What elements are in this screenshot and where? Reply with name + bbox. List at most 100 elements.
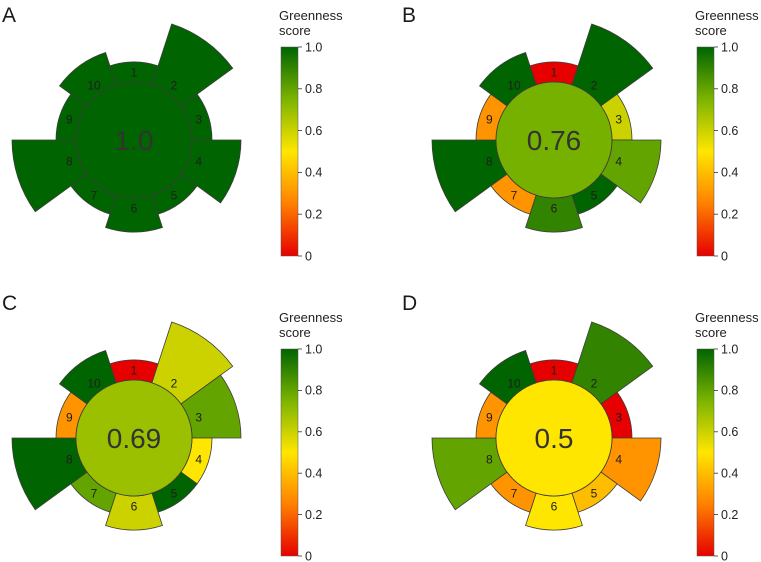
center-disk (75, 81, 193, 199)
colorbar-tick-label: 0 (721, 249, 728, 263)
colorbar-tick-label: 1.0 (305, 40, 322, 54)
petal-label-2: 2 (591, 376, 598, 390)
petal-label-2: 2 (591, 78, 598, 92)
colorbar-tick-label: 0.4 (721, 467, 738, 481)
legend-title-line2: score (695, 23, 727, 38)
petal-label-8: 8 (66, 452, 73, 466)
petal-label-5: 5 (171, 486, 178, 500)
petal-label-8: 8 (486, 154, 493, 168)
petal-label-6: 6 (551, 499, 558, 513)
petal-label-4: 4 (195, 154, 202, 168)
colorbar (280, 46, 299, 257)
petal-8 (11, 437, 88, 511)
petal-8 (431, 437, 508, 511)
center-score: 0.5 (535, 423, 574, 454)
colorbar-tick-label: 0 (305, 549, 312, 562)
legend-title-line1: Greenness (279, 310, 343, 325)
petal-label-4: 4 (615, 452, 622, 466)
colorbar-tick-label: 0.2 (721, 508, 738, 522)
colorbar-tick-label: 0.6 (721, 425, 738, 439)
petal-label-10: 10 (87, 376, 101, 390)
colorbar (696, 348, 715, 557)
petal-label-5: 5 (171, 188, 178, 202)
center-score: 0.69 (107, 423, 162, 454)
petal-label-1: 1 (131, 65, 138, 79)
petal-label-9: 9 (66, 112, 73, 126)
petal-label-3: 3 (195, 410, 202, 424)
panel-letter: D (402, 292, 417, 315)
petal-label-7: 7 (511, 486, 518, 500)
center-disk (495, 81, 613, 199)
petal-label-5: 5 (591, 486, 598, 500)
legend-title-line1: Greenness (695, 310, 759, 325)
center-score: 0.76 (527, 125, 582, 156)
petal-label-6: 6 (131, 499, 138, 513)
colorbar-tick-label: 0.8 (305, 384, 322, 398)
colorbar-tick-label: 0 (721, 549, 728, 562)
petal-label-1: 1 (551, 65, 558, 79)
petal-label-8: 8 (66, 154, 73, 168)
colorbar-tick-label: 1.0 (721, 342, 738, 356)
panel-letter: B (402, 4, 416, 27)
legend-title-line1: Greenness (279, 8, 343, 23)
petal-label-2: 2 (171, 376, 178, 390)
petal-label-9: 9 (66, 410, 73, 424)
colorbar-tick-label: 1.0 (305, 342, 322, 356)
petal-label-10: 10 (507, 376, 521, 390)
petal-8 (431, 139, 508, 213)
legend-title-line1: Greenness (695, 8, 759, 23)
colorbar-tick-label: 0.2 (305, 208, 322, 222)
petal-label-1: 1 (551, 363, 558, 377)
colorbar (280, 348, 299, 557)
colorbar-tick-label: 0.6 (305, 124, 322, 138)
petal-label-6: 6 (131, 201, 138, 215)
petal-label-5: 5 (591, 188, 598, 202)
petal-label-4: 4 (615, 154, 622, 168)
petal-label-1: 1 (131, 363, 138, 377)
petal-8 (11, 139, 88, 213)
petal-label-7: 7 (511, 188, 518, 202)
panel-letter: A (2, 4, 16, 27)
colorbar-tick-label: 0.4 (305, 467, 322, 481)
colorbar-tick-label: 0.8 (721, 384, 738, 398)
colorbar-tick-label: 1.0 (721, 40, 738, 54)
legend-title-line2: score (695, 325, 727, 340)
petal-label-3: 3 (615, 410, 622, 424)
colorbar-tick-label: 0.6 (721, 124, 738, 138)
colorbar-tick-label: 0.8 (721, 82, 738, 96)
colorbar-tick-label: 0.6 (305, 425, 322, 439)
petal-label-7: 7 (91, 188, 98, 202)
petal-label-10: 10 (87, 78, 101, 92)
center-disk (495, 379, 613, 497)
petal-label-2: 2 (171, 78, 178, 92)
petal-label-8: 8 (486, 452, 493, 466)
petal-label-4: 4 (195, 452, 202, 466)
colorbar-tick-label: 0.2 (305, 508, 322, 522)
colorbar-tick-label: 0.2 (721, 208, 738, 222)
panel-letter: C (2, 292, 17, 315)
center-score: 1.0 (115, 125, 154, 156)
colorbar-tick-label: 0.4 (305, 166, 322, 180)
petal-label-7: 7 (91, 486, 98, 500)
colorbar-tick-label: 0 (305, 249, 312, 263)
legend-title-line2: score (279, 325, 311, 340)
colorbar-tick-label: 0.4 (721, 166, 738, 180)
legend-title-line2: score (279, 23, 311, 38)
colorbar-tick-label: 0.8 (305, 82, 322, 96)
center-disk (75, 379, 193, 497)
petal-label-9: 9 (486, 410, 493, 424)
petal-label-3: 3 (195, 112, 202, 126)
petal-label-3: 3 (615, 112, 622, 126)
petal-label-10: 10 (507, 78, 521, 92)
colorbar (696, 46, 715, 257)
petal-label-9: 9 (486, 112, 493, 126)
